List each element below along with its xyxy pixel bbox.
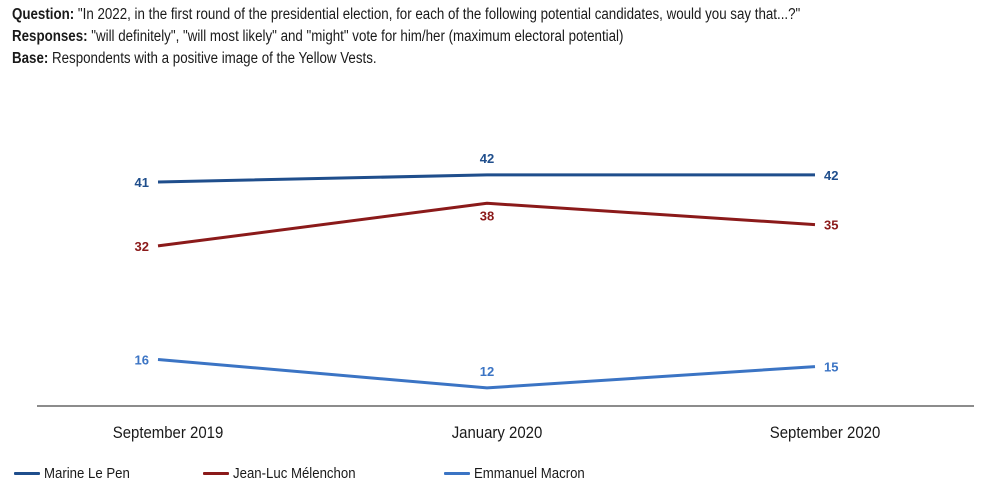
x-tick-label-september-2020: September 2020 <box>770 424 881 442</box>
series-line-jean-luc-melenchon <box>157 201 816 248</box>
x-tick-labels: September 2019 January 2020 September 2020 <box>113 424 881 442</box>
responses-line: Responses: "will definitely", "will most… <box>12 26 800 48</box>
data-label-marine-le-pen-january-2020: 42 <box>480 151 494 166</box>
base-label: Base: <box>12 50 49 67</box>
series-line-marine-le-pen <box>157 173 815 184</box>
responses-label: Responses: <box>12 28 88 45</box>
data-label-marine-le-pen-september-2020: 42 <box>824 168 838 183</box>
series-lines <box>157 173 816 390</box>
question-line: Question: "In 2022, in the first round o… <box>12 4 800 26</box>
x-tick-label-january-2020: January 2020 <box>452 424 543 442</box>
legend-swatch-emmanuel-macron <box>444 472 470 475</box>
legend-swatch-jean-luc-melenchon <box>203 472 229 475</box>
legend-item-marine-le-pen: Marine Le Pen <box>14 465 142 482</box>
legend-item-jean-luc-melenchon: Jean-Luc Mélenchon <box>203 465 372 482</box>
data-label-emmanuel-macron-september-2019: 16 <box>135 353 149 368</box>
chart-header: Question: "In 2022, in the first round o… <box>12 4 800 70</box>
x-tick-label-september-2019: September 2019 <box>113 424 224 442</box>
data-label-jean-luc-melenchon-september-2019: 32 <box>135 239 149 254</box>
base-text: Respondents with a positive image of the… <box>48 50 377 67</box>
series-line-emmanuel-macron <box>157 358 816 390</box>
data-label-emmanuel-macron-september-2020: 15 <box>824 360 838 375</box>
data-label-jean-luc-melenchon-september-2020: 35 <box>824 218 838 233</box>
data-label-emmanuel-macron-january-2020: 12 <box>480 364 494 379</box>
question-text: "In 2022, in the first round of the pres… <box>74 6 801 23</box>
legend-label: Emmanuel Macron <box>474 465 585 482</box>
data-labels: 41 42 42 32 38 35 16 12 15 <box>135 151 839 379</box>
data-label-marine-le-pen-september-2019: 41 <box>135 175 149 190</box>
legend-item-emmanuel-macron: Emmanuel Macron <box>444 465 600 482</box>
legend-label: Marine Le Pen <box>44 465 130 482</box>
question-label: Question: <box>12 6 75 23</box>
base-line: Base: Respondents with a positive image … <box>12 48 800 70</box>
legend-swatch-marine-le-pen <box>14 472 40 475</box>
legend-label: Jean-Luc Mélenchon <box>233 465 356 482</box>
data-label-jean-luc-melenchon-january-2020: 38 <box>480 208 494 223</box>
responses-text: "will definitely", "will most likely" an… <box>87 28 624 45</box>
